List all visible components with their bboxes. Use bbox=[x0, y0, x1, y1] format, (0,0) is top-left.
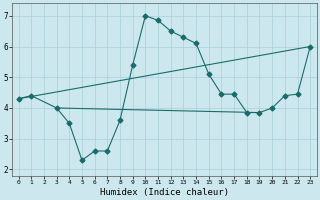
X-axis label: Humidex (Indice chaleur): Humidex (Indice chaleur) bbox=[100, 188, 229, 197]
